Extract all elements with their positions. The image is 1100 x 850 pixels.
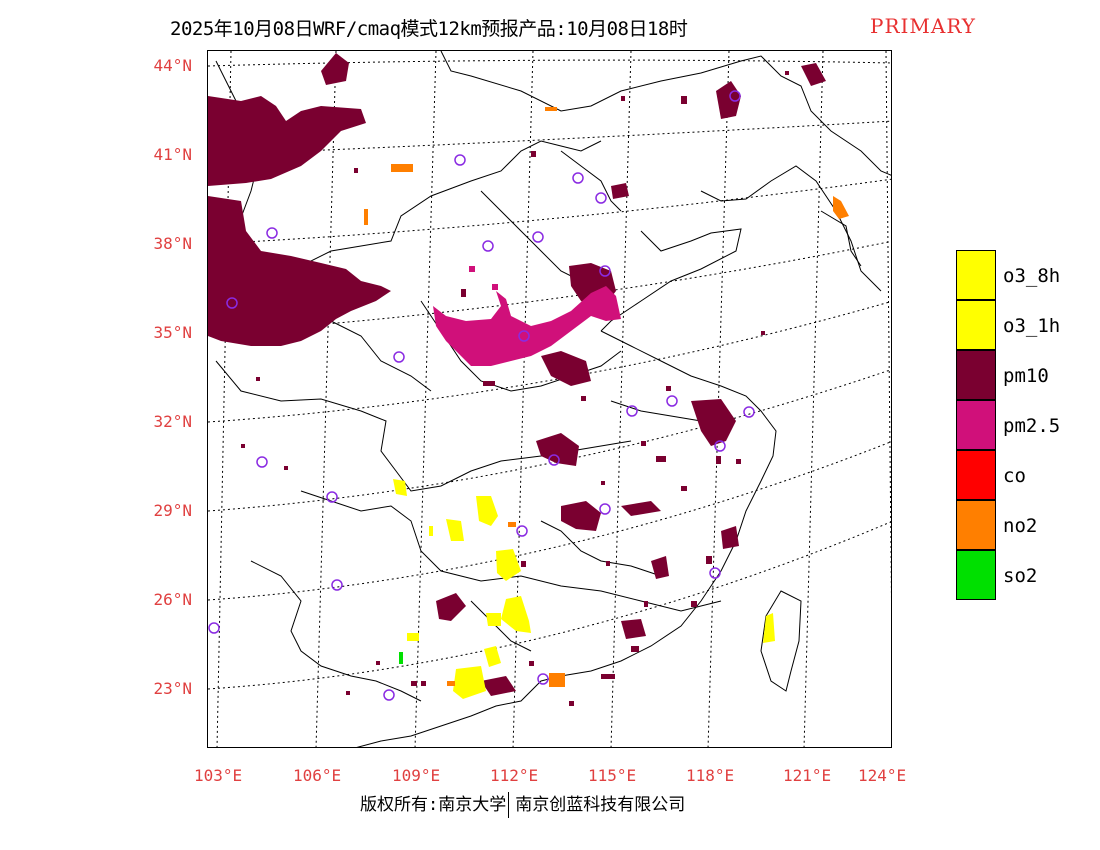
copyright-owner: 版权所有:南京大学 bbox=[360, 795, 507, 815]
legend-label-pm25: pm2.5 bbox=[1003, 415, 1061, 437]
lon-label-109: 109°E bbox=[392, 766, 441, 785]
lat-label-23: 23°N bbox=[153, 679, 192, 698]
lon-label-124: 124°E bbox=[858, 766, 907, 785]
coastline-boundaries bbox=[215, 51, 891, 747]
copyright-line: 版权所有:南京大学 南京创蓝科技有限公司 bbox=[360, 790, 685, 818]
legend-swatch-pm25 bbox=[956, 400, 996, 450]
lat-label-44: 44°N bbox=[153, 56, 192, 75]
map-title-text: 2025年10月08日WRF/cmaq模式12km预报产品:10月08日18时 bbox=[170, 18, 688, 40]
lat-label-35: 35°N bbox=[153, 323, 192, 342]
lat-label-32: 32°N bbox=[153, 412, 192, 431]
lon-label-115: 115°E bbox=[588, 766, 637, 785]
legend-swatch-co bbox=[956, 450, 996, 500]
copyright-company: 南京创蓝科技有限公司 bbox=[515, 795, 686, 815]
legend-label-so2: so2 bbox=[1003, 565, 1038, 587]
lon-label-106: 106°E bbox=[293, 766, 342, 785]
so2-region bbox=[399, 652, 403, 664]
lat-label-29: 29°N bbox=[153, 501, 192, 520]
legend-swatch-no2 bbox=[956, 500, 996, 550]
legend-label-o3-8h: o3_8h bbox=[1003, 265, 1061, 287]
no2-region bbox=[364, 107, 849, 687]
lat-label-26: 26°N bbox=[153, 590, 192, 609]
map-canvas bbox=[208, 51, 891, 747]
pm25-region bbox=[433, 266, 621, 366]
pm10-scatter bbox=[241, 71, 789, 706]
map-title: 2025年10月08日WRF/cmaq模式12km预报产品:10月08日18时 … bbox=[0, 10, 1100, 40]
map-frame bbox=[207, 50, 892, 748]
legend-swatch-o3-1h bbox=[956, 300, 996, 350]
pm10-region bbox=[208, 53, 826, 696]
legend-label-pm10: pm10 bbox=[1003, 365, 1049, 387]
lat-label-41: 41°N bbox=[153, 145, 192, 164]
o3-region bbox=[393, 479, 775, 699]
legend-swatch-o3-8h bbox=[956, 250, 996, 300]
lon-label-112: 112°E bbox=[490, 766, 539, 785]
legend-label-co: co bbox=[1003, 465, 1026, 487]
longitude-gridlines bbox=[216, 51, 891, 747]
lon-label-121: 121°E bbox=[783, 766, 832, 785]
legend-label-o3-1h: o3_1h bbox=[1003, 315, 1061, 337]
lat-label-38: 38°N bbox=[153, 234, 192, 253]
lon-label-103: 103°E bbox=[194, 766, 243, 785]
legend-swatch-pm10 bbox=[956, 350, 996, 400]
lon-label-118: 118°E bbox=[686, 766, 735, 785]
legend-swatch-so2 bbox=[956, 550, 996, 600]
station-markers bbox=[208, 90, 755, 701]
legend-label-no2: no2 bbox=[1003, 515, 1038, 537]
map-title-tag: PRIMARY bbox=[870, 14, 976, 38]
copyright-separator bbox=[508, 792, 510, 818]
